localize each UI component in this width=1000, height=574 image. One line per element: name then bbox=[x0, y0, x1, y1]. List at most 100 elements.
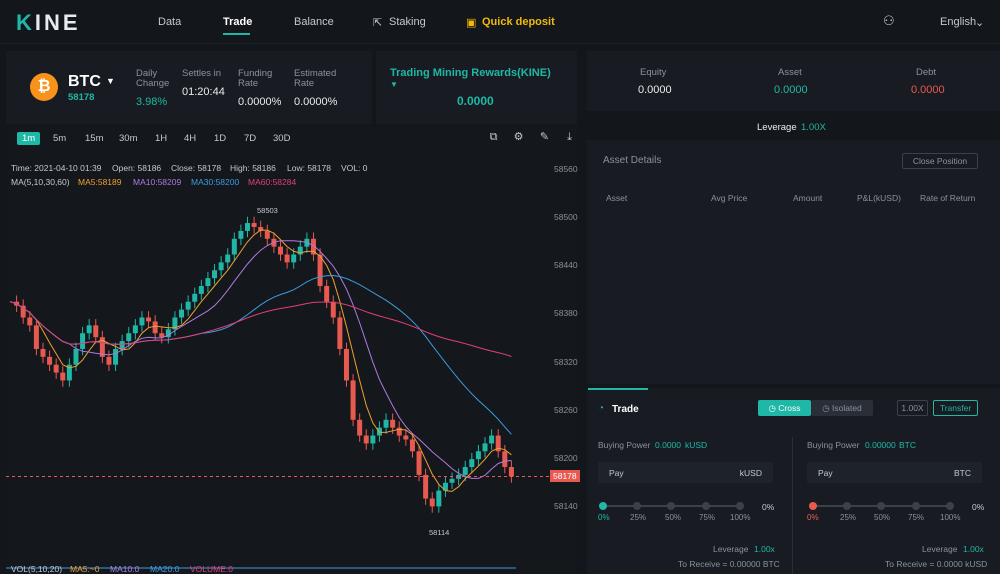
leverage-slider-right[interactable] bbox=[809, 502, 954, 510]
candle-body bbox=[337, 317, 343, 349]
slider-handle[interactable] bbox=[599, 502, 607, 510]
candle-body bbox=[132, 325, 138, 334]
tf-1d[interactable]: 1D bbox=[214, 133, 227, 144]
candle-body bbox=[423, 474, 429, 499]
candle-body bbox=[245, 223, 251, 231]
estimated-rate: 0.0000% bbox=[294, 96, 338, 108]
slider-step[interactable] bbox=[843, 502, 851, 510]
settles-label: Settles in bbox=[182, 68, 222, 79]
candlestick-chart[interactable] bbox=[6, 150, 551, 574]
candle-body bbox=[396, 427, 402, 436]
rewards-dropdown-icon[interactable]: ▼ bbox=[390, 80, 398, 89]
candle-body bbox=[297, 246, 303, 255]
tf-5m[interactable]: 5m bbox=[53, 133, 67, 144]
settings-icon[interactable]: ⚙ bbox=[513, 131, 524, 143]
info-high: High: 58186 bbox=[230, 163, 276, 173]
symbol-dropdown-icon[interactable]: ▼ bbox=[106, 76, 115, 86]
slider-step[interactable] bbox=[946, 502, 954, 510]
candle-body bbox=[495, 435, 501, 452]
candle-body bbox=[264, 230, 270, 239]
nav-quick-deposit[interactable]: Quick deposit bbox=[482, 16, 555, 28]
candle-body bbox=[357, 419, 363, 436]
equity-value: 0.0000 bbox=[638, 84, 672, 96]
leverage-button[interactable]: 1.00X bbox=[897, 400, 928, 416]
nav-balance[interactable]: Balance bbox=[294, 16, 334, 28]
candle-body bbox=[179, 309, 185, 318]
slider-step[interactable] bbox=[912, 502, 920, 510]
cross-toggle[interactable]: ◷ Cross bbox=[758, 400, 811, 416]
language-selector[interactable]: English bbox=[940, 16, 977, 28]
close-position-button[interactable]: Close Position bbox=[902, 153, 978, 169]
candle-body bbox=[119, 341, 125, 349]
draw-tools-icon[interactable]: ✎ bbox=[539, 131, 550, 143]
candle-body bbox=[429, 498, 435, 507]
top-nav: KINE Data Trade Balance ⇱ Staking ▣ Quic… bbox=[0, 0, 1000, 44]
kine-logo[interactable]: KINE bbox=[16, 10, 81, 35]
leverage-slider-left[interactable] bbox=[599, 502, 744, 510]
nav-data[interactable]: Data bbox=[158, 16, 182, 28]
slider-step[interactable] bbox=[736, 502, 744, 510]
chevron-down-icon: ⌄ bbox=[975, 17, 985, 29]
candle-body bbox=[126, 333, 132, 342]
candle-body bbox=[482, 443, 488, 452]
nav-active-indicator bbox=[223, 33, 250, 35]
pay-input-kusd[interactable]: Pay kUSD bbox=[598, 462, 773, 483]
tf-1h[interactable]: 1H bbox=[155, 133, 168, 144]
slider-handle[interactable] bbox=[809, 502, 817, 510]
pay-label: Pay bbox=[609, 468, 624, 478]
slider-step[interactable] bbox=[702, 502, 710, 510]
candle-body bbox=[185, 301, 191, 310]
candle-body bbox=[165, 329, 171, 338]
candle-body bbox=[53, 364, 59, 373]
to-receive-right: To Receive = 0.0000 kUSD bbox=[885, 559, 988, 569]
bitcoin-icon: ₿ bbox=[30, 73, 58, 101]
col-asset: Asset bbox=[606, 193, 628, 203]
candle-body bbox=[277, 246, 283, 255]
transfer-button[interactable]: Transfer bbox=[933, 400, 978, 416]
tf-7d[interactable]: 7D bbox=[244, 133, 257, 144]
isolated-toggle[interactable]: ◷ Isolated bbox=[811, 400, 873, 416]
vol-ma10: MA10:0 bbox=[110, 564, 140, 574]
buying-power-value: 0.00000 bbox=[865, 440, 896, 450]
candle-body bbox=[238, 230, 244, 239]
trade-icon: ◔ bbox=[598, 403, 605, 414]
slider-step[interactable] bbox=[877, 502, 885, 510]
slider-step[interactable] bbox=[667, 502, 675, 510]
vol-ma20: MA20:0 bbox=[150, 564, 180, 574]
download-icon[interactable]: ⤓ bbox=[567, 131, 572, 143]
slider-step[interactable] bbox=[633, 502, 641, 510]
current-price-tag: 58178 bbox=[550, 470, 580, 482]
pay-input-btc[interactable]: Pay BTC bbox=[807, 462, 982, 483]
chart-type-icon[interactable]: ⧉ bbox=[489, 131, 498, 143]
leverage-value-right: 1.00x bbox=[963, 544, 984, 554]
daily-change-label: Daily Change bbox=[136, 68, 170, 89]
ma5-value: MA5:58189 bbox=[78, 177, 122, 187]
candle-body bbox=[86, 325, 92, 334]
nav-staking[interactable]: Staking bbox=[389, 16, 426, 28]
estimated-rate-label: Estimated Rate bbox=[294, 68, 337, 89]
user-icon[interactable]: ⚇ bbox=[883, 13, 895, 28]
ma10-value: MA10:58209 bbox=[133, 177, 182, 187]
funding-rate-label: Funding Rate bbox=[238, 68, 273, 89]
candle-body bbox=[462, 467, 468, 475]
candle-body bbox=[383, 419, 389, 428]
candle-body bbox=[317, 254, 323, 286]
step-label: 100% bbox=[730, 513, 751, 522]
y-tick: 58440 bbox=[554, 260, 578, 270]
divider bbox=[792, 437, 793, 574]
rewards-panel bbox=[376, 51, 577, 124]
candle-body bbox=[343, 348, 349, 381]
tf-1m[interactable]: 1m bbox=[17, 132, 41, 145]
col-avg-price: Avg Price bbox=[711, 193, 748, 203]
nav-trade[interactable]: Trade bbox=[223, 16, 253, 28]
tf-30d[interactable]: 30D bbox=[273, 133, 291, 144]
ma10-line bbox=[9, 240, 512, 479]
tf-15m[interactable]: 15m bbox=[85, 133, 104, 144]
candle-body bbox=[502, 451, 508, 468]
leverage-value-left: 1.00x bbox=[754, 544, 775, 554]
step-label: 0% bbox=[807, 513, 819, 522]
symbol[interactable]: BTC bbox=[68, 73, 101, 90]
tf-30m[interactable]: 30m bbox=[119, 133, 138, 144]
buying-power-label: Buying Power bbox=[598, 440, 651, 450]
tf-4h[interactable]: 4H bbox=[184, 133, 197, 144]
